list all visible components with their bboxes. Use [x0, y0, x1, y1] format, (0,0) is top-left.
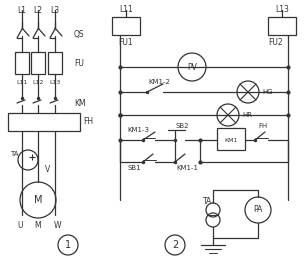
- Bar: [15, 52, 29, 74]
- Text: FU2: FU2: [268, 38, 283, 47]
- Text: L13: L13: [49, 80, 61, 86]
- Text: TA: TA: [10, 151, 18, 157]
- Text: PA: PA: [253, 206, 263, 215]
- Text: FU: FU: [74, 60, 84, 69]
- Text: L12: L12: [32, 80, 44, 86]
- Bar: [8, 113, 80, 131]
- Text: KM1-2: KM1-2: [148, 79, 170, 85]
- Text: L11: L11: [17, 80, 28, 86]
- Text: KM1-1: KM1-1: [176, 165, 198, 171]
- Text: SB2: SB2: [176, 123, 189, 129]
- Text: FH: FH: [258, 123, 267, 129]
- Bar: [31, 52, 45, 74]
- Text: L13: L13: [275, 5, 289, 14]
- Text: SB1: SB1: [127, 165, 141, 171]
- Bar: [48, 52, 62, 74]
- Text: W: W: [53, 221, 61, 230]
- Text: L11: L11: [119, 5, 133, 14]
- Text: L3: L3: [50, 6, 60, 15]
- Text: FU1: FU1: [119, 38, 133, 47]
- Text: KM1-3: KM1-3: [127, 127, 149, 133]
- Bar: [217, 128, 245, 150]
- Text: TA: TA: [203, 197, 212, 207]
- Bar: [112, 17, 140, 35]
- Text: KM1: KM1: [224, 137, 238, 142]
- Text: 1: 1: [65, 240, 71, 250]
- Text: HR: HR: [242, 112, 252, 118]
- Text: L2: L2: [33, 6, 43, 15]
- Text: KM: KM: [74, 98, 86, 107]
- Text: M: M: [35, 221, 41, 230]
- Text: HG: HG: [262, 89, 273, 95]
- Text: FH: FH: [83, 117, 93, 126]
- Text: PV: PV: [187, 62, 197, 71]
- Bar: [268, 17, 296, 35]
- Text: V: V: [45, 166, 50, 175]
- Text: QS: QS: [74, 31, 85, 40]
- Text: 2: 2: [172, 240, 178, 250]
- Text: L1: L1: [17, 6, 27, 15]
- Text: U: U: [17, 221, 23, 230]
- Text: M: M: [34, 195, 42, 205]
